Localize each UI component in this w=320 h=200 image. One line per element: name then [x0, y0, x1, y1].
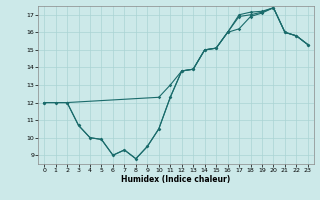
X-axis label: Humidex (Indice chaleur): Humidex (Indice chaleur): [121, 175, 231, 184]
